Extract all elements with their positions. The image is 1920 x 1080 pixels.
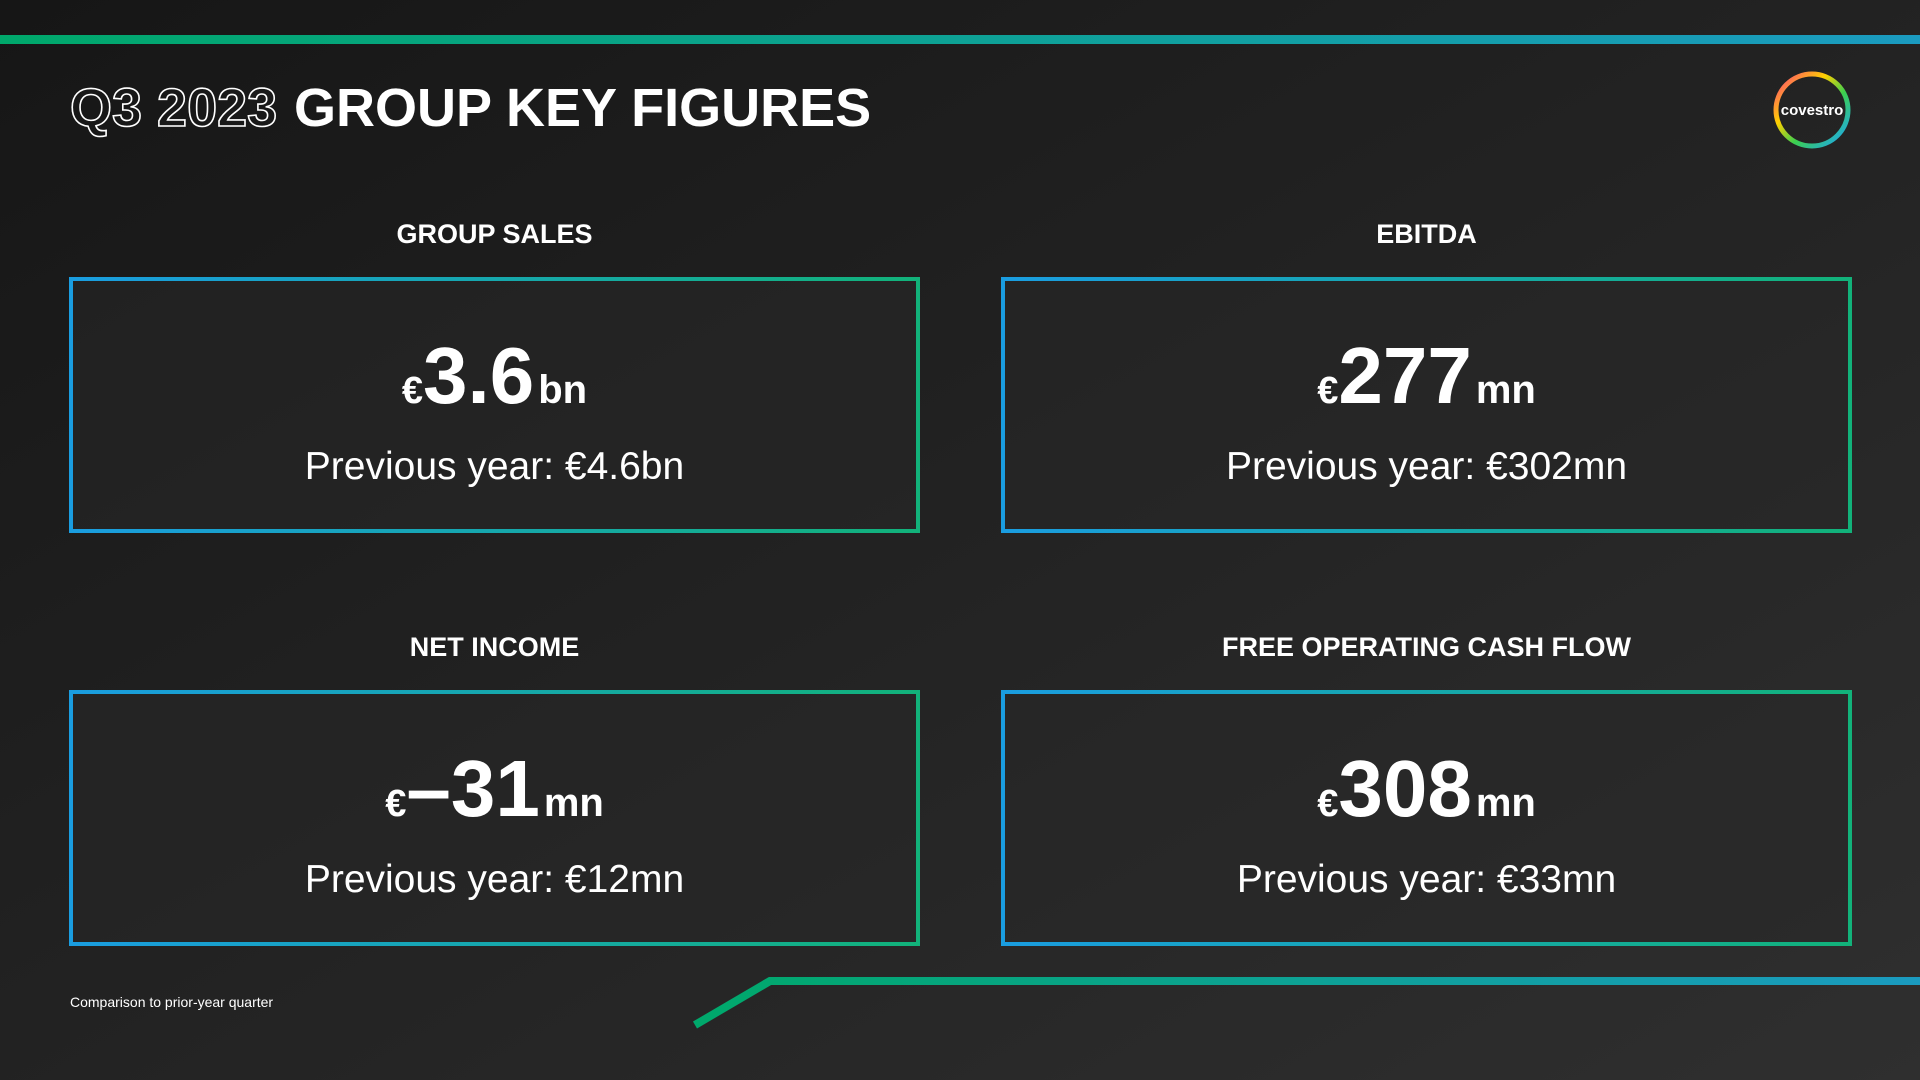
card-label: FREE OPERATING CASH FLOW [1222,632,1632,662]
card-box [1001,690,1852,946]
card-box [69,277,920,533]
card-box [1001,277,1852,533]
currency: € [1317,370,1338,412]
top-rule [0,35,1920,44]
currency: € [385,783,406,825]
logo-ring [1773,71,1851,149]
value: 277 [1338,331,1471,420]
currency: € [402,370,423,412]
logo: covestro [1781,102,1844,119]
title-prefix: Q3 2023 [70,78,277,138]
value: 308 [1338,744,1471,833]
card-value: €3.6 bn [402,331,587,420]
currency: € [1317,783,1338,825]
previous-year: Previous year: €4.6bn [305,445,684,488]
card-value: €308 mn [1317,744,1536,833]
bottom-rule-upper [692,977,1920,1029]
cards: GROUP SALES €3.6 bn Previous year: €4.6bn EB… [69,219,1852,946]
previous-year: Previous year: €302mn [1226,445,1627,488]
unit: mn [1476,368,1536,412]
previous-year: Previous year: €12mn [305,858,684,901]
value: 3.6 [423,331,534,420]
card-value: €277 mn [1317,331,1536,420]
unit: bn [538,368,587,412]
unit: mn [1476,781,1536,825]
card-label: NET INCOME [410,632,580,662]
unit: mn [544,781,604,825]
value: –31 [406,744,539,833]
card-label: EBITDA [1376,219,1477,249]
card-box [69,690,920,946]
previous-year: Previous year: €33mn [1237,858,1616,901]
footnote: Comparison to prior-year quarter [70,994,273,1010]
title: GROUP KEY FIGURES [294,78,871,138]
card-value: €–31 mn [385,744,604,833]
card-label: GROUP SALES [396,219,592,249]
